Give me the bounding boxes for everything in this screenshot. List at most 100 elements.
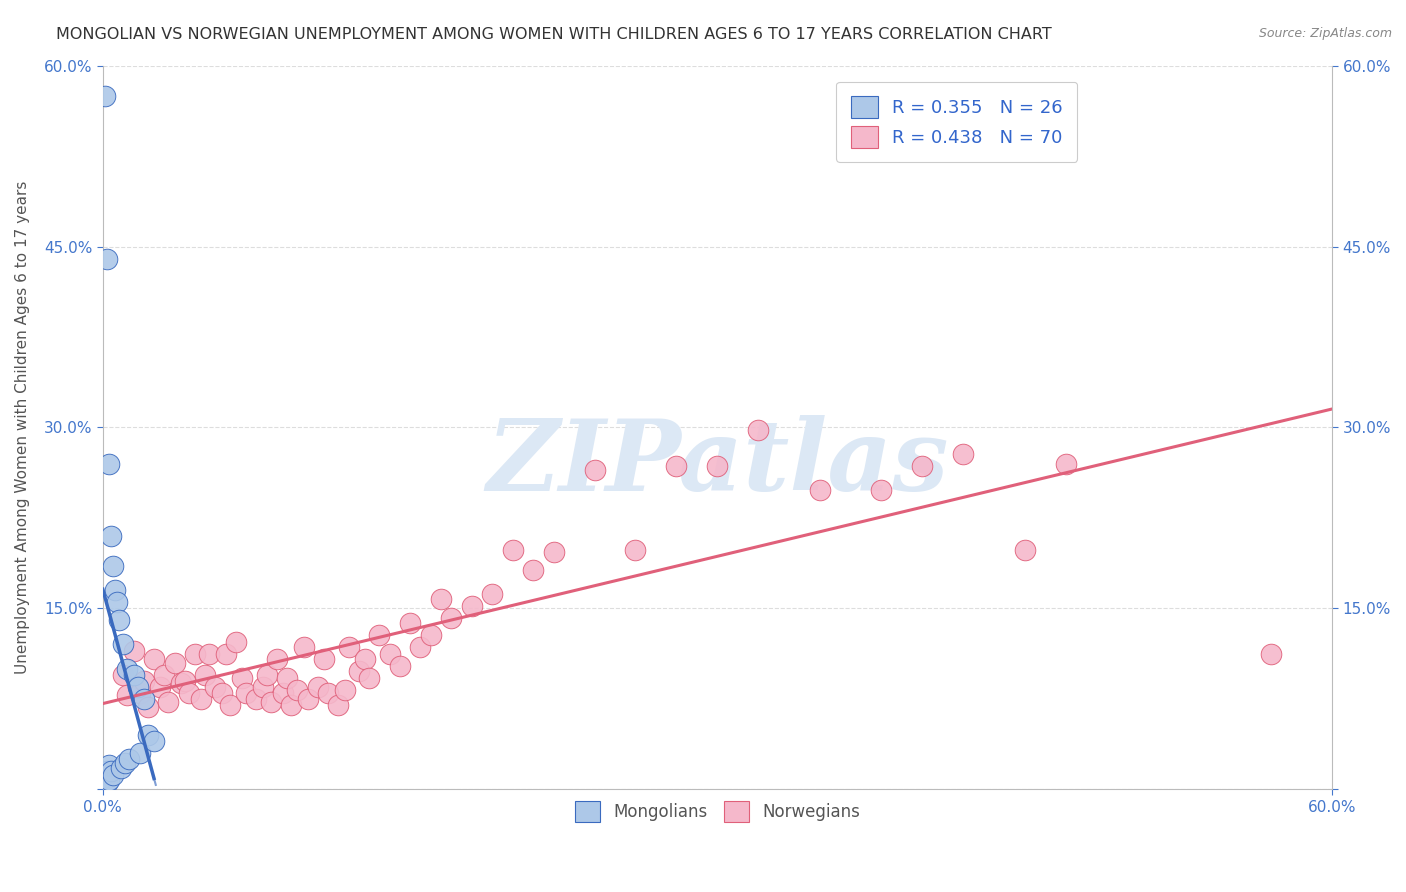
Point (292, 640, 315, 654)
Point (747, 423, 769, 437)
Point (706, 458, 728, 473)
Point (94, 88, 117, 103)
Point (245, 691, 267, 706)
Point (132, 673, 155, 688)
Point (157, 695, 180, 709)
Point (184, 647, 207, 661)
Point (122, 667, 145, 681)
Point (260, 695, 283, 709)
Point (127, 680, 149, 694)
Point (502, 543, 524, 558)
Point (430, 591, 453, 606)
Point (177, 686, 200, 700)
Point (543, 544, 565, 558)
Point (198, 647, 221, 661)
Point (347, 664, 370, 678)
Point (1014, 543, 1036, 558)
Point (359, 671, 381, 685)
Point (624, 543, 647, 558)
Point (333, 683, 356, 698)
Point (280, 698, 302, 712)
Point (1054, 457, 1077, 471)
Point (163, 656, 186, 670)
Point (256, 667, 278, 681)
Point (128, 746, 150, 760)
Point (316, 686, 339, 700)
Point (153, 667, 176, 681)
Point (235, 686, 257, 700)
Point (952, 447, 974, 461)
Point (276, 671, 298, 685)
Point (96, 764, 118, 778)
Point (583, 462, 606, 476)
Point (104, 583, 127, 598)
Point (128, 686, 150, 700)
Point (136, 728, 159, 742)
Point (97, 758, 120, 772)
Text: Source: ZipAtlas.com: Source: ZipAtlas.com (1258, 27, 1392, 40)
Point (409, 640, 432, 654)
Point (368, 628, 391, 642)
Point (136, 700, 159, 714)
Point (419, 628, 441, 642)
Point (194, 667, 217, 681)
Point (117, 662, 139, 676)
Point (105, 595, 128, 609)
Point (266, 652, 288, 666)
Point (215, 647, 238, 661)
Point (378, 647, 401, 661)
Point (112, 638, 135, 652)
Point (97, 457, 120, 471)
Point (337, 640, 360, 654)
Point (287, 683, 309, 698)
Point (117, 688, 139, 702)
Point (143, 652, 166, 666)
Point (110, 760, 132, 774)
Point (101, 559, 124, 574)
Point (225, 635, 247, 649)
Text: MONGOLIAN VS NORWEGIAN UNEMPLOYMENT AMONG WOMEN WITH CHILDREN AGES 6 TO 17 YEARS: MONGOLIAN VS NORWEGIAN UNEMPLOYMENT AMON… (56, 27, 1052, 42)
Point (399, 615, 422, 630)
Point (100, 529, 122, 543)
Point (271, 686, 294, 700)
Y-axis label: Unemployment Among Women with Children Ages 6 to 17 years: Unemployment Among Women with Children A… (15, 181, 30, 674)
Point (440, 611, 463, 625)
Point (808, 483, 831, 497)
Point (870, 483, 893, 497)
Point (132, 691, 155, 706)
Point (231, 671, 253, 685)
Point (114, 756, 136, 770)
Point (354, 652, 377, 666)
Text: ZIPatlas: ZIPatlas (486, 416, 949, 512)
Point (149, 680, 172, 694)
Point (190, 691, 212, 706)
Point (911, 458, 934, 473)
Point (665, 458, 688, 473)
Point (328, 698, 350, 712)
Point (118, 752, 141, 766)
Point (522, 563, 544, 577)
Point (94, 770, 117, 784)
Point (312, 652, 335, 666)
Point (143, 734, 166, 748)
Legend: Mongolians, Norwegians: Mongolians, Norwegians (561, 789, 873, 835)
Point (97, 772, 120, 787)
Point (252, 680, 274, 694)
Point (388, 659, 411, 673)
Point (96, 252, 118, 266)
Point (1260, 647, 1282, 661)
Point (460, 599, 482, 613)
Point (218, 698, 240, 712)
Point (96, 776, 118, 790)
Point (112, 667, 135, 681)
Point (169, 676, 191, 690)
Point (101, 768, 124, 782)
Point (204, 680, 226, 694)
Point (307, 680, 329, 694)
Point (481, 587, 503, 601)
Point (173, 673, 195, 688)
Point (297, 691, 319, 706)
Point (122, 643, 145, 657)
Point (100, 764, 122, 778)
Point (108, 613, 131, 627)
